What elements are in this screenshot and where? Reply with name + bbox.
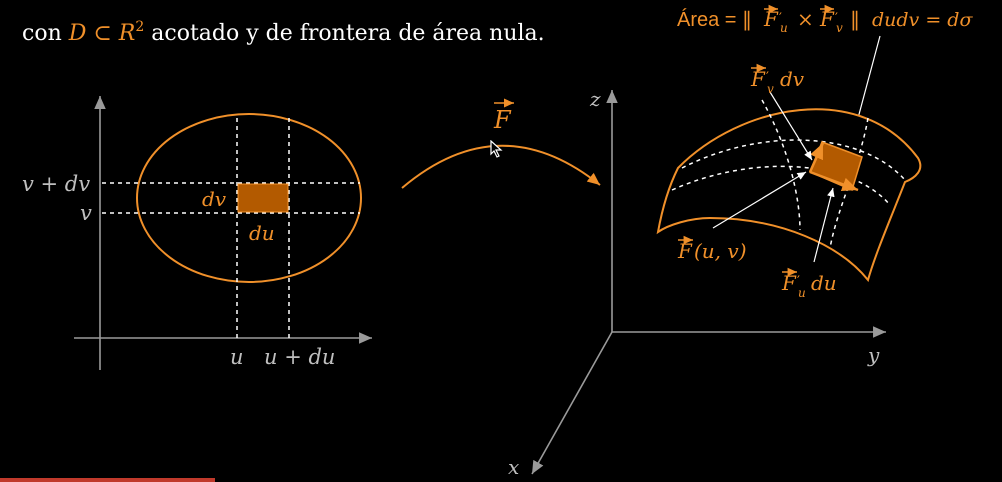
mapping-curve-arrow [401,144,601,189]
svg-text:v: v [767,82,774,96]
surface-curve-3 [761,99,801,231]
surface-outline [656,108,922,283]
area-fu: F [763,7,779,31]
svg-text:(u, v): (u, v) [694,239,747,263]
area-fv-sub: v [836,21,843,35]
label-v-plus-dv: v + dv [22,172,90,196]
region-ellipse [136,113,362,283]
label-u-plus-du: u + du [264,345,335,369]
mouse-cursor-icon [490,140,503,158]
progress-strip [0,478,215,482]
svg-text:con D ⊂ R2 acotado y de fronte: con D ⊂ R2 acotado y de frontera de área… [22,19,545,46]
area-label: Área = [677,8,736,31]
header-exponent: 2 [135,19,144,35]
area-norm-close: ‖ [850,7,860,32]
domain-patch [237,183,289,213]
svg-text:u: u [798,286,806,300]
surface-curve-2 [671,165,891,206]
tangent-fv [808,142,825,173]
svg-text:F: F [781,271,797,295]
area-norm-open: ‖ [742,7,752,32]
surface-curve-1 [681,139,906,181]
svg-text:F: F [677,239,693,263]
label-du: du [249,221,275,245]
svg-text:′: ′ [766,70,769,85]
svg-text:′: ′ [835,11,838,26]
header-suffix: acotado y de frontera de área nula. [144,21,544,46]
area-fv: F [819,7,835,31]
label-fuv: F (u, v) [677,235,747,263]
pointer-fuv [712,171,807,229]
pointer-fv-dv [769,91,813,161]
tangent-fu [809,170,859,192]
x-axis [531,331,613,475]
y-axis-label: y [867,343,880,367]
header-domain-expr: D ⊂ R [68,21,136,46]
label-u: u [230,345,244,369]
area-times: × [797,7,814,31]
label-fv-dv: F ′ v dv [750,63,805,96]
z-axis-label: z [589,87,601,111]
svg-text:′: ′ [797,274,800,289]
surface-curve-4 [829,117,869,249]
mapping-F-label: F [493,106,512,134]
label-fu-du: F ′ u du [781,267,837,300]
right-plot: z y x F ′ v dv F (u, v) [508,63,922,479]
svg-text:dv: dv [780,67,805,91]
label-dv: dv [202,187,227,211]
mapping-F: F [401,98,601,189]
svg-text:du: du [811,271,837,295]
pointer-fu-du [813,187,835,263]
area-formula: Área = ‖ F ′ u × F ′ v ‖ dudv = dσ [677,4,973,35]
svg-text:′: ′ [779,11,782,26]
header-prefix: con [22,21,69,46]
x-axis-label: x [508,455,519,479]
label-v: v [80,201,92,225]
area-fu-sub: u [780,21,788,35]
header-line: con D ⊂ R2 acotado y de frontera de área… [22,19,545,46]
svg-text:F: F [750,67,766,91]
left-plot: v + dv v dv du u u + du [22,96,372,370]
area-rest: dudv = dσ [872,9,973,31]
